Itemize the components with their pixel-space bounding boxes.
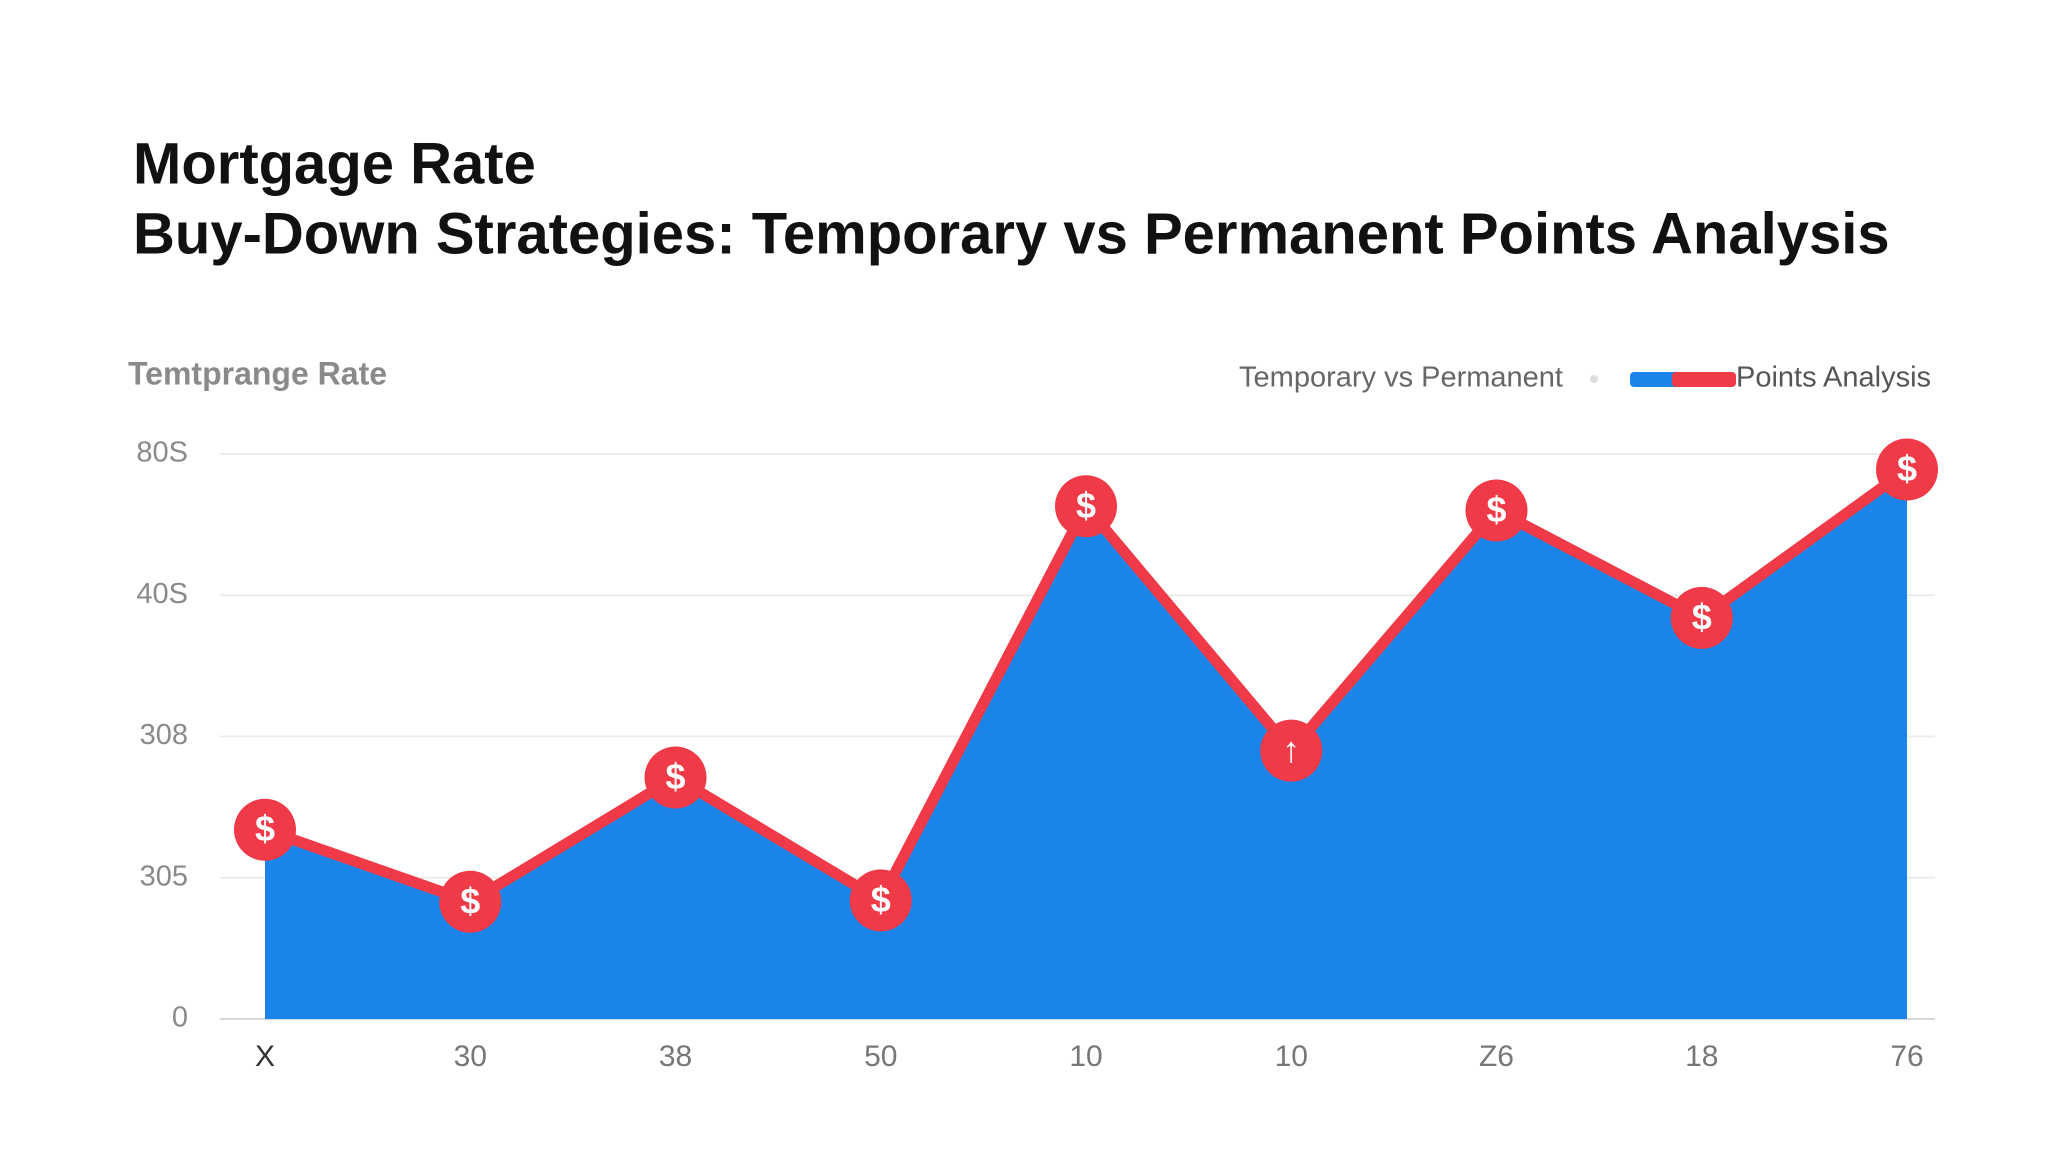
x-tick-label: 10 <box>1275 1040 1308 1073</box>
marker <box>1260 719 1323 782</box>
x-tick-label: 50 <box>864 1040 897 1073</box>
marker-symbol: $ <box>460 880 480 921</box>
x-tick-label: 76 <box>1890 1040 1923 1073</box>
marker-symbol: $ <box>1486 489 1506 530</box>
x-tick-label: 38 <box>659 1040 692 1073</box>
y-axis-title: Temtprange Rate <box>128 355 387 391</box>
chart-title: Mortgage Rate <box>133 131 536 196</box>
x-tick-label: Z6 <box>1479 1040 1514 1073</box>
y-tick-label: 305 <box>140 860 188 892</box>
marker <box>1670 586 1733 649</box>
marker-symbol: $ <box>1897 448 1917 489</box>
chart-title: Buy-Down Strategies: Temporary vs Perman… <box>133 201 1890 266</box>
marker <box>644 746 707 809</box>
marker <box>1465 479 1528 542</box>
marker <box>1055 475 1117 538</box>
marker-symbol: $ <box>665 756 685 797</box>
marker <box>234 798 296 861</box>
legend-dot <box>1590 375 1598 383</box>
x-tick-label: X <box>255 1040 275 1073</box>
legend-swatch <box>1672 372 1736 387</box>
y-tick-label: 80S <box>136 437 188 469</box>
marker <box>1876 438 1938 501</box>
legend-label: Points Analysis <box>1736 362 1931 394</box>
legend-swatch <box>1630 372 1680 387</box>
x-tick-label: 10 <box>1069 1040 1102 1073</box>
marker-symbol: $ <box>1076 485 1096 526</box>
area <box>265 469 1907 1020</box>
x-tick-label: 30 <box>454 1040 487 1073</box>
marker <box>849 869 912 932</box>
marker-symbol: $ <box>871 879 891 920</box>
marker-symbol: ↑ <box>1282 729 1300 770</box>
y-tick-label: 40S <box>136 578 188 610</box>
marker-symbol: $ <box>255 808 275 849</box>
y-tick-label: 0 <box>172 1002 188 1034</box>
x-tick-label: 18 <box>1685 1040 1718 1073</box>
marker-symbol: $ <box>1692 596 1712 637</box>
marker <box>439 870 502 933</box>
legend-title: Temporary vs Permanent <box>1239 362 1563 394</box>
y-tick-label: 308 <box>140 719 188 751</box>
